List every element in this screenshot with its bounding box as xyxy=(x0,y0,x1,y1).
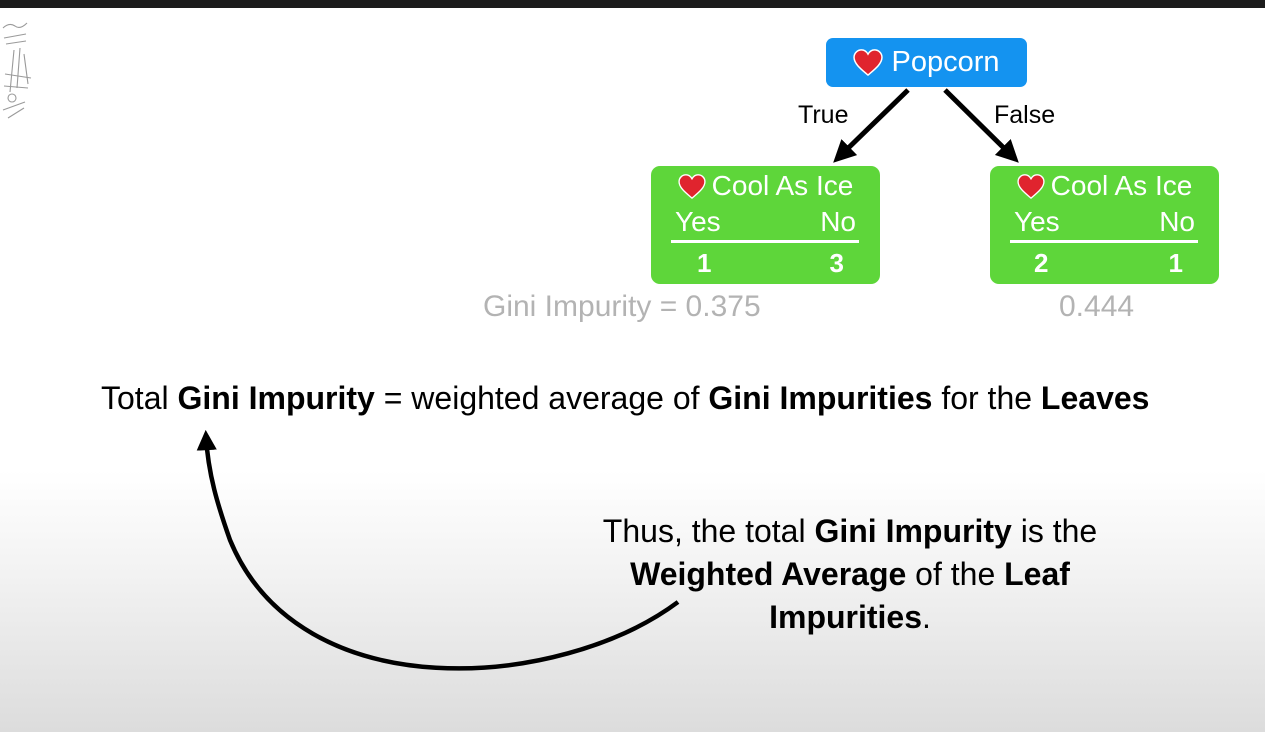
no-column-label: No xyxy=(1159,206,1195,237)
leaf-title-text: Cool As Ice xyxy=(711,170,854,201)
false-branch-arrow xyxy=(943,88,1019,163)
yes-count: 1 xyxy=(697,248,712,278)
leaf-divider xyxy=(1010,240,1198,243)
true-branch-arrow xyxy=(833,88,910,163)
equation-bold-text: Gini Impurity xyxy=(177,380,375,416)
explanation-note: Thus, the total Gini Impurity is the Wei… xyxy=(590,510,1110,639)
no-column-label: No xyxy=(820,206,856,237)
equation-text: = weighted average of xyxy=(374,380,709,416)
edge-label-true: True xyxy=(798,101,849,129)
note-text: is the xyxy=(1011,513,1098,549)
sketch-doodle-icon xyxy=(2,22,32,119)
equation-bold-text: Gini Impurities xyxy=(708,380,933,416)
note-bold-text: Weighted Average xyxy=(630,556,907,592)
no-count: 3 xyxy=(829,248,844,278)
total-gini-equation: Total Gini Impurity = weighted average o… xyxy=(101,380,1149,417)
note-text: . xyxy=(922,599,931,635)
leaf-node-left: Cool As Ice Yes No 1 3 xyxy=(651,166,880,284)
leaf-title: Cool As Ice xyxy=(651,170,880,202)
equation-bold-text: Leaves xyxy=(1040,380,1150,416)
curved-pointer-arrow xyxy=(196,429,680,671)
root-node-label: Popcorn xyxy=(891,46,1000,78)
root-node-popcorn: Popcorn xyxy=(826,38,1027,87)
gini-impurity-left: Gini Impurity = 0.375 xyxy=(483,290,761,323)
leaf-divider xyxy=(671,240,859,243)
note-bold-text: Gini Impurity xyxy=(814,513,1012,549)
heart-icon xyxy=(853,49,884,76)
top-bar xyxy=(0,0,1265,8)
equation-text: for the xyxy=(932,380,1041,416)
yes-column-label: Yes xyxy=(675,206,721,237)
note-text: Thus, the total xyxy=(602,513,815,549)
no-count: 1 xyxy=(1168,248,1183,278)
yes-column-label: Yes xyxy=(1014,206,1060,237)
gini-impurity-right: 0.444 xyxy=(1059,290,1135,323)
leaf-node-right: Cool As Ice Yes No 2 1 xyxy=(990,166,1219,284)
heart-icon xyxy=(678,173,706,199)
note-bold-text: Leaf Impurities xyxy=(769,556,1070,635)
leaf-title-text: Cool As Ice xyxy=(1050,170,1193,201)
edge-label-false: False xyxy=(994,101,1056,129)
note-text: of the xyxy=(906,556,1005,592)
leaf-title: Cool As Ice xyxy=(990,170,1219,202)
equation-text: Total xyxy=(101,380,178,416)
yes-count: 2 xyxy=(1034,248,1049,278)
heart-icon xyxy=(1017,173,1045,199)
